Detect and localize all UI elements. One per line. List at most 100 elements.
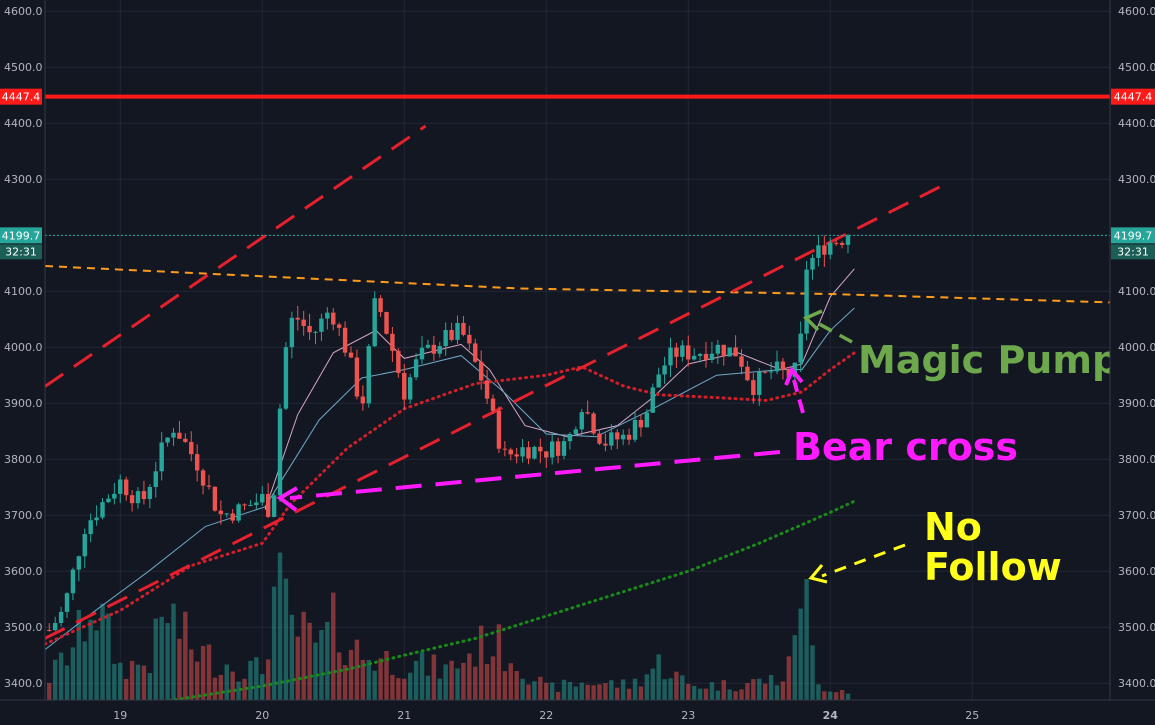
volume-bar <box>200 645 206 700</box>
volume-bar <box>638 686 644 700</box>
volume-bar <box>277 552 283 700</box>
volume-bar <box>620 679 626 700</box>
candle-body <box>668 347 673 366</box>
candle-body <box>520 447 525 457</box>
candle-body <box>757 371 762 395</box>
volume-bar <box>544 682 549 700</box>
volume-bar <box>437 678 442 700</box>
candle-body <box>425 344 431 348</box>
candle-body <box>70 569 76 594</box>
volume-bar <box>727 689 732 700</box>
volume-bar <box>64 665 70 700</box>
volume-bar <box>656 654 661 700</box>
candle-body <box>265 494 271 517</box>
candle-body <box>277 408 283 496</box>
y-tick-label-left: 4500.0 <box>4 61 43 74</box>
candle-body <box>106 498 111 503</box>
volume-bar <box>307 622 312 700</box>
volume-bar <box>248 660 253 700</box>
candle-body <box>307 325 312 333</box>
candle-body <box>147 486 153 500</box>
candle-body <box>626 434 632 440</box>
volume-bar <box>585 684 590 700</box>
y-tick-label-right: 3900.0 <box>1118 397 1155 410</box>
volume-bar <box>260 674 265 700</box>
volume-bar <box>478 625 484 700</box>
volume-bar <box>709 682 715 700</box>
candle-body <box>384 312 389 334</box>
candle-body <box>100 502 105 518</box>
y-tick-label-left: 4400.0 <box>4 117 43 130</box>
candle-body <box>561 441 567 456</box>
candle-body <box>597 433 602 444</box>
bear-cross-arrow2-head <box>784 366 804 386</box>
volume-bar <box>419 652 425 700</box>
volume-bar <box>455 668 460 700</box>
volume-bar <box>100 603 105 700</box>
candle-body <box>248 505 253 507</box>
candle-body <box>484 380 490 399</box>
resistance-badge-label-right: 4447.4 <box>1114 91 1153 104</box>
x-tick-label: 25 <box>965 709 979 722</box>
volume-bar <box>597 684 602 700</box>
candle-body <box>620 434 626 440</box>
resistance-badge-right <box>1111 88 1155 105</box>
volume-bar <box>526 684 531 700</box>
no-follow-arrow-head <box>808 564 828 584</box>
volume-bar <box>745 683 750 700</box>
candle-body <box>656 374 661 388</box>
candle-body <box>194 454 200 471</box>
volume-bar <box>147 673 153 700</box>
volume-bar <box>47 682 52 700</box>
volume-bar <box>715 690 721 700</box>
volume-bar <box>668 678 673 700</box>
candle-body <box>325 312 330 319</box>
candle-body <box>407 377 413 400</box>
candle-body <box>206 485 212 487</box>
candle-body <box>283 347 289 409</box>
volume-bar <box>449 660 454 700</box>
series-trend-dashed-red-top <box>45 124 427 388</box>
volume-bar <box>230 671 235 700</box>
candle-body <box>591 413 596 434</box>
volume-bar <box>484 663 490 700</box>
volume-bar <box>520 678 525 700</box>
y-tick-label-left: 4000.0 <box>4 341 43 354</box>
volume-bar <box>828 691 833 700</box>
candle-body <box>774 361 780 372</box>
candle-body <box>603 443 608 446</box>
x-tick-label: 23 <box>681 709 695 722</box>
volume-bar <box>348 649 354 700</box>
candle-body <box>47 630 52 631</box>
candle-body <box>715 344 721 354</box>
candle-body <box>579 412 584 430</box>
candle-body <box>751 380 756 395</box>
candle-body <box>402 372 407 400</box>
candle-body <box>64 593 70 612</box>
volume-bar <box>319 630 324 700</box>
volume-bar <box>662 679 667 700</box>
last-price-badge-label-left: 4199.7 <box>2 229 41 242</box>
volume-bar <box>567 681 573 700</box>
volume-bar <box>425 675 431 700</box>
volume-bar <box>88 619 93 700</box>
candle-body <box>189 441 194 455</box>
candle-body <box>289 317 295 348</box>
volume-bar <box>721 680 726 700</box>
candle-body <box>555 441 561 456</box>
volume-bar <box>396 678 401 700</box>
candle-body <box>585 412 590 414</box>
volume-bar <box>686 683 691 700</box>
no-follow-arrow-shaft <box>821 543 906 578</box>
countdown-badge-label-right: 32:31 <box>1117 245 1149 258</box>
volume-bar <box>402 678 407 700</box>
volume-bar <box>123 678 129 700</box>
y-tick-label-right: 3800.0 <box>1118 453 1155 466</box>
volume-bar <box>271 586 277 700</box>
candle-body <box>354 357 360 397</box>
candle-body <box>123 479 129 496</box>
volume-bar <box>171 603 176 700</box>
candle-body <box>153 471 158 487</box>
volume-bar <box>342 665 348 700</box>
candle-body <box>177 432 182 439</box>
